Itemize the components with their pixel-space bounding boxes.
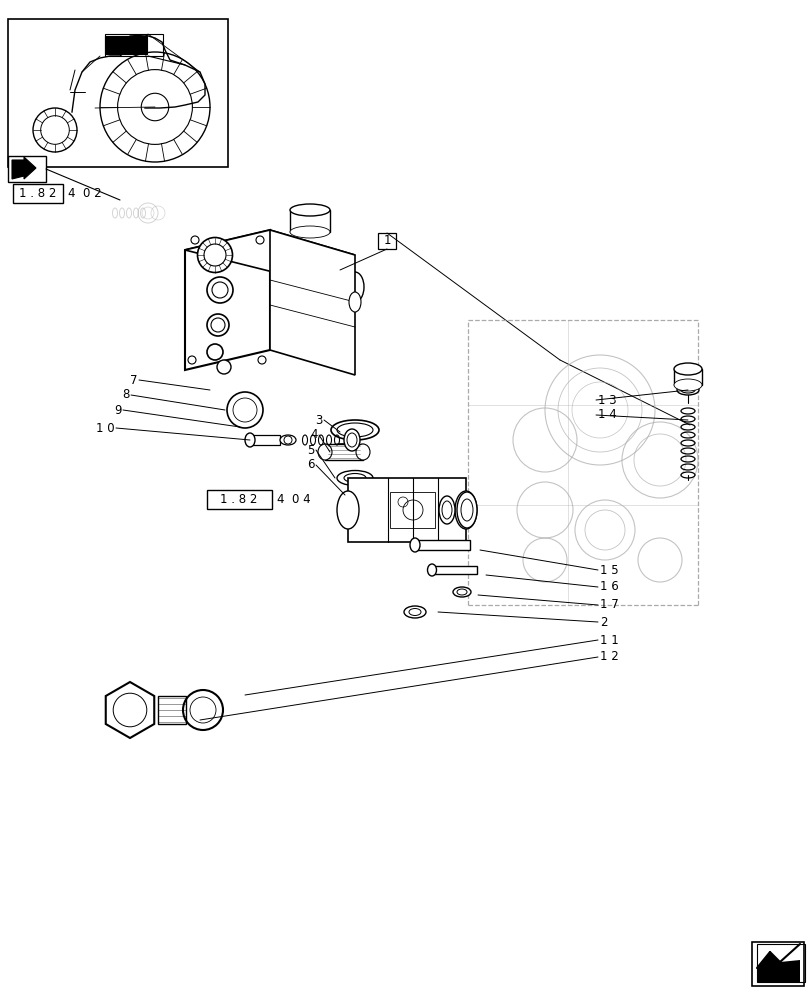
Bar: [756, 944, 804, 982]
Bar: [250, 435, 280, 445]
Bar: [673, 369, 702, 385]
Ellipse shape: [427, 564, 436, 576]
Polygon shape: [185, 230, 354, 275]
Ellipse shape: [197, 237, 232, 272]
Ellipse shape: [337, 491, 358, 529]
Ellipse shape: [290, 204, 329, 216]
Circle shape: [191, 236, 199, 244]
Bar: [431, 566, 476, 574]
Text: 1 6: 1 6: [599, 580, 618, 593]
Bar: [207, 490, 272, 509]
Ellipse shape: [344, 474, 366, 483]
Text: 1 7: 1 7: [599, 598, 618, 611]
Ellipse shape: [280, 435, 296, 445]
Polygon shape: [270, 230, 354, 375]
Ellipse shape: [331, 420, 379, 440]
Polygon shape: [756, 952, 799, 982]
Text: 1 . 8 2: 1 . 8 2: [220, 493, 257, 506]
Ellipse shape: [260, 272, 279, 302]
Ellipse shape: [344, 429, 359, 451]
Ellipse shape: [207, 277, 233, 303]
Bar: [389, 492, 435, 528]
Text: 1 5: 1 5: [599, 564, 618, 576]
Ellipse shape: [673, 379, 702, 391]
Text: 2: 2: [599, 615, 607, 628]
Ellipse shape: [217, 360, 230, 374]
Bar: [105, 36, 147, 54]
Ellipse shape: [673, 363, 702, 375]
Ellipse shape: [207, 344, 223, 360]
Ellipse shape: [404, 606, 426, 618]
Ellipse shape: [676, 385, 698, 395]
Bar: [324, 444, 363, 460]
Ellipse shape: [345, 489, 375, 501]
Ellipse shape: [245, 433, 255, 447]
Ellipse shape: [337, 423, 372, 437]
Text: 1 4: 1 4: [597, 408, 616, 422]
Bar: [751, 942, 803, 986]
Bar: [13, 184, 63, 203]
Ellipse shape: [453, 587, 470, 597]
Circle shape: [284, 436, 292, 444]
Ellipse shape: [457, 492, 476, 528]
Polygon shape: [12, 157, 36, 179]
Ellipse shape: [439, 496, 454, 524]
Text: 7: 7: [131, 373, 138, 386]
Ellipse shape: [349, 292, 361, 312]
Text: 3: 3: [315, 414, 323, 426]
Bar: [270, 272, 354, 302]
Bar: [348, 478, 466, 542]
Bar: [414, 540, 470, 550]
Text: 4: 4: [310, 428, 318, 442]
Bar: [158, 696, 186, 724]
Ellipse shape: [290, 226, 329, 238]
Bar: [378, 233, 396, 249]
Ellipse shape: [355, 444, 370, 460]
Ellipse shape: [410, 538, 419, 552]
Bar: [290, 210, 329, 232]
Text: 1 2: 1 2: [599, 650, 618, 664]
Circle shape: [188, 356, 195, 364]
Circle shape: [255, 236, 264, 244]
Circle shape: [353, 488, 367, 502]
Text: 9: 9: [114, 403, 122, 416]
Polygon shape: [185, 230, 270, 370]
Text: 1 1: 1 1: [599, 634, 618, 646]
Text: 8: 8: [122, 388, 130, 401]
Text: 5: 5: [307, 444, 315, 456]
Ellipse shape: [323, 444, 361, 460]
Ellipse shape: [454, 491, 476, 529]
Circle shape: [190, 697, 216, 723]
Bar: [8, 19, 228, 167]
Ellipse shape: [345, 272, 363, 302]
Ellipse shape: [680, 387, 694, 393]
Circle shape: [258, 356, 266, 364]
Text: 1 . 8 2: 1 . 8 2: [19, 187, 57, 200]
Circle shape: [233, 398, 257, 422]
Text: 4  0 4: 4 0 4: [277, 493, 311, 506]
Ellipse shape: [328, 446, 354, 458]
Bar: [105, 34, 163, 56]
Polygon shape: [105, 682, 154, 738]
Bar: [8, 156, 46, 182]
Text: 1: 1: [383, 234, 390, 247]
Text: 4  0 2: 4 0 2: [68, 187, 101, 200]
Text: 6: 6: [307, 458, 315, 472]
Ellipse shape: [306, 272, 324, 302]
Text: 1 0: 1 0: [97, 422, 115, 434]
Ellipse shape: [337, 471, 372, 486]
Text: 1 3: 1 3: [597, 393, 616, 406]
Ellipse shape: [318, 444, 332, 460]
Ellipse shape: [207, 314, 229, 336]
